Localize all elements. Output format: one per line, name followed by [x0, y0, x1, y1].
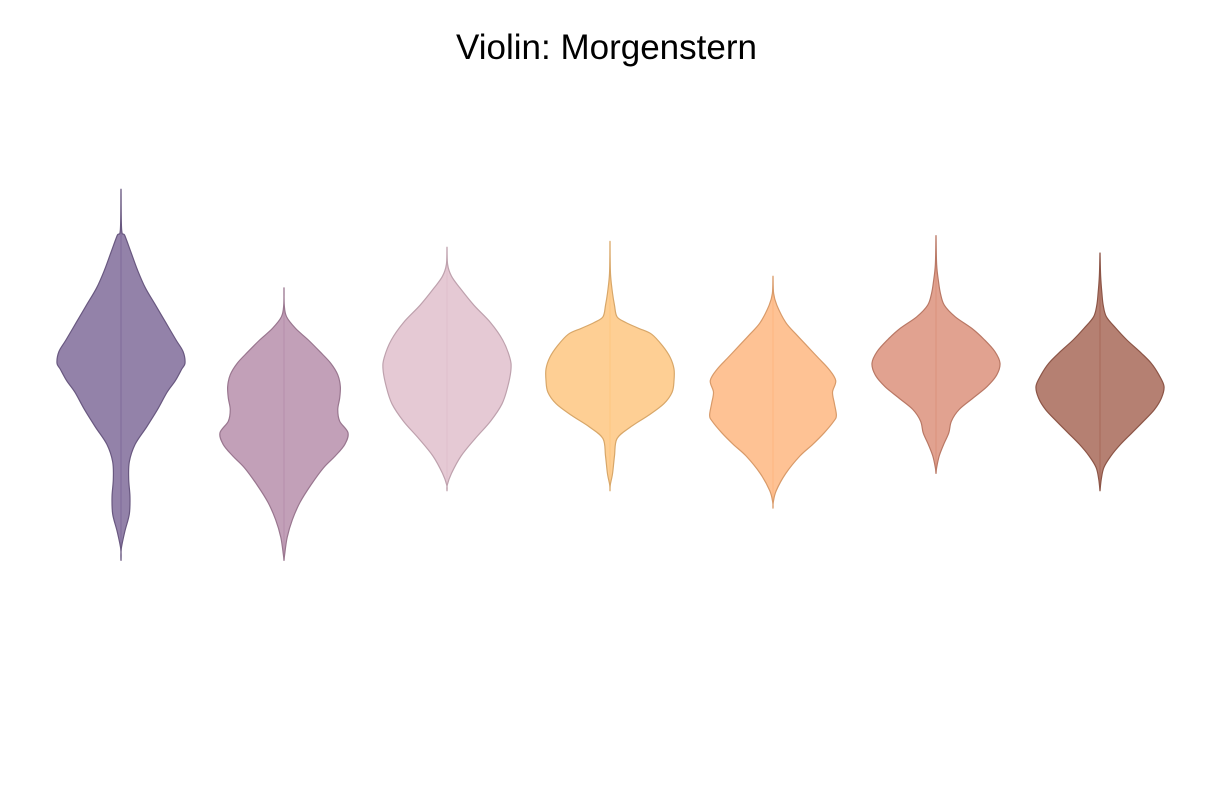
violin-body-1 — [56, 188, 186, 561]
violin-4 — [545, 240, 675, 492]
violin-body-4 — [545, 240, 675, 492]
violin-body-5 — [709, 275, 837, 509]
violin-body-6 — [871, 235, 1001, 474]
violin-6 — [871, 235, 1001, 474]
violin-body-2 — [219, 287, 349, 561]
violin-1 — [56, 188, 186, 561]
violin-body-7 — [1035, 252, 1165, 492]
violin-3 — [382, 246, 512, 492]
violin-5 — [709, 275, 837, 509]
violin-2 — [219, 287, 349, 561]
chart-title: Violin: Morgenstern — [456, 28, 757, 67]
violin-7 — [1035, 252, 1165, 492]
violin-body-3 — [382, 246, 512, 492]
